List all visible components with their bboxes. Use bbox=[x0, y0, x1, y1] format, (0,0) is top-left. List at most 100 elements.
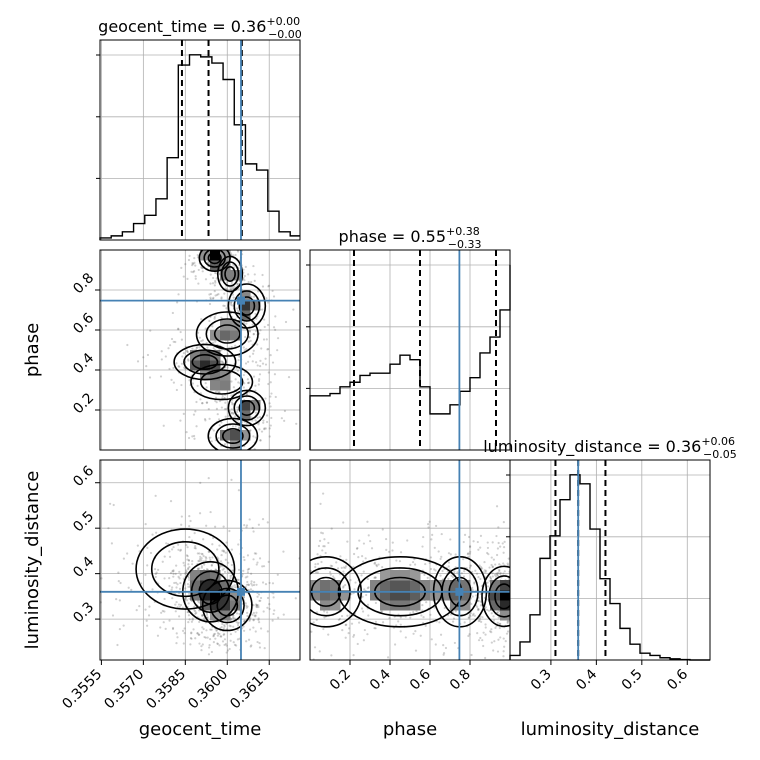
sample-point bbox=[180, 362, 183, 365]
sample-point bbox=[245, 640, 248, 643]
density-cell bbox=[210, 350, 221, 361]
sample-point bbox=[486, 585, 490, 588]
sample-point bbox=[517, 629, 519, 631]
sample-point bbox=[467, 552, 470, 555]
sample-point bbox=[255, 525, 257, 527]
sample-point bbox=[276, 573, 279, 576]
sample-point bbox=[366, 633, 369, 636]
density-cell bbox=[320, 600, 331, 611]
sample-point bbox=[247, 588, 250, 592]
sample-point bbox=[187, 592, 191, 595]
sample-point bbox=[523, 578, 525, 580]
sample-point bbox=[367, 534, 370, 537]
sample-point bbox=[233, 643, 237, 646]
xtick-label-phase-0: 0.2 bbox=[327, 666, 354, 693]
sample-point bbox=[231, 425, 235, 428]
density-cell bbox=[310, 580, 321, 591]
sample-point bbox=[252, 333, 255, 336]
sample-point bbox=[271, 568, 273, 570]
sample-point bbox=[488, 566, 491, 569]
sample-point bbox=[193, 532, 196, 535]
sample-point bbox=[374, 601, 378, 605]
sample-point bbox=[230, 408, 233, 411]
sample-point bbox=[381, 528, 384, 531]
sample-point bbox=[168, 550, 171, 553]
histogram-luminosity_distance bbox=[509, 474, 710, 661]
sample-point bbox=[306, 582, 308, 584]
sample-point bbox=[245, 524, 249, 527]
sample-point bbox=[443, 606, 446, 610]
sample-point bbox=[194, 610, 197, 613]
truth-marker bbox=[455, 587, 464, 596]
sample-point bbox=[225, 407, 228, 411]
sample-point bbox=[388, 550, 391, 553]
sample-point bbox=[344, 566, 347, 569]
sample-point bbox=[253, 552, 257, 555]
sample-point bbox=[188, 379, 191, 382]
xtick-label-luminosity_distance-1: 0.4 bbox=[573, 666, 600, 693]
sample-point bbox=[521, 581, 523, 583]
sample-point bbox=[208, 646, 211, 649]
sample-point bbox=[433, 568, 436, 571]
sample-point bbox=[186, 546, 189, 549]
sample-point bbox=[261, 581, 265, 584]
sample-point bbox=[419, 634, 422, 637]
density-cell bbox=[500, 590, 510, 601]
sample-point bbox=[552, 649, 554, 651]
sample-point bbox=[196, 632, 199, 635]
sample-point bbox=[535, 591, 537, 593]
sample-point bbox=[486, 581, 489, 584]
sample-point bbox=[212, 634, 215, 637]
sample-point bbox=[337, 618, 340, 621]
sample-point bbox=[490, 563, 493, 567]
sample-point bbox=[221, 241, 223, 243]
contour-4-0 bbox=[173, 343, 237, 381]
sample-point bbox=[175, 564, 178, 567]
sample-point bbox=[511, 572, 513, 574]
sample-point bbox=[247, 583, 250, 586]
sample-point bbox=[477, 619, 480, 623]
sample-point bbox=[294, 671, 296, 673]
sample-point bbox=[236, 406, 239, 409]
sample-point bbox=[544, 591, 546, 593]
sample-point bbox=[429, 556, 433, 559]
sample-point bbox=[245, 606, 248, 609]
sample-point bbox=[519, 584, 521, 586]
sample-point bbox=[403, 661, 405, 663]
sample-point bbox=[167, 347, 170, 350]
sample-point bbox=[489, 577, 493, 581]
sample-point bbox=[248, 628, 252, 631]
sample-point bbox=[237, 669, 239, 671]
sample-point bbox=[306, 568, 308, 570]
sample-point bbox=[247, 567, 251, 570]
sample-point bbox=[228, 242, 230, 244]
truth-marker bbox=[236, 296, 245, 305]
sample-point bbox=[315, 571, 318, 574]
sample-point bbox=[216, 642, 219, 645]
sample-point bbox=[180, 266, 183, 270]
sample-point bbox=[159, 375, 163, 378]
contour-6-1 bbox=[233, 395, 261, 421]
sample-point bbox=[204, 278, 208, 281]
contour-2-1 bbox=[233, 290, 261, 322]
sample-point bbox=[487, 609, 491, 612]
sample-point bbox=[183, 366, 186, 369]
sample-point bbox=[269, 381, 272, 384]
sample-point bbox=[551, 630, 553, 632]
sample-point bbox=[138, 605, 141, 608]
sample-point bbox=[236, 307, 239, 310]
sample-point bbox=[163, 555, 166, 558]
sample-point bbox=[180, 383, 183, 387]
sample-point bbox=[360, 574, 363, 577]
sample-point bbox=[447, 552, 451, 555]
sample-point bbox=[502, 655, 505, 658]
contour-1-2 bbox=[216, 594, 239, 617]
sample-point bbox=[381, 565, 384, 569]
sample-point bbox=[172, 381, 175, 384]
sample-point bbox=[258, 641, 261, 645]
sample-point bbox=[526, 585, 528, 587]
density-cell bbox=[430, 580, 441, 591]
hist-panel-luminosity_distance: luminosity_distance = 0.36+0.06 −0.05 bbox=[483, 435, 737, 661]
sample-point bbox=[499, 545, 502, 548]
sample-point bbox=[295, 551, 297, 553]
